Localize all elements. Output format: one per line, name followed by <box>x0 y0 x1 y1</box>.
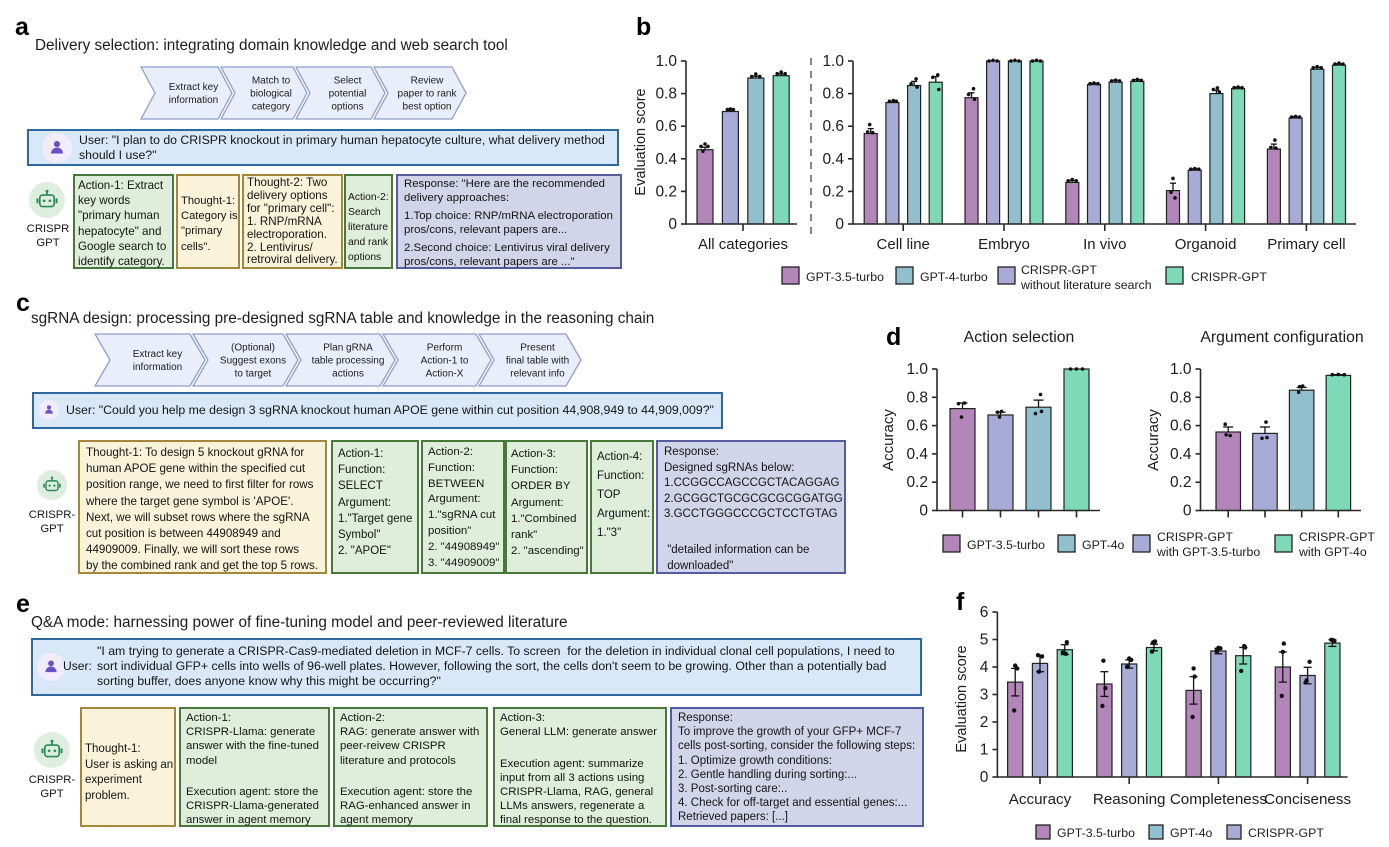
svg-text:1: 1 <box>980 742 989 759</box>
svg-text:with GPT-4o: with GPT-4o <box>1298 545 1367 559</box>
svg-text:2: 2 <box>980 714 989 731</box>
svg-text:In vivo: In vivo <box>1083 236 1126 253</box>
svg-text:paper to rank: paper to rank <box>398 89 458 100</box>
svg-text:0.8: 0.8 <box>655 86 677 103</box>
svg-text:Organoid: Organoid <box>1175 236 1237 253</box>
svg-text:0: 0 <box>919 503 928 520</box>
svg-text:0: 0 <box>835 216 844 233</box>
svg-text:Select: Select <box>334 76 362 87</box>
svg-text:GPT-4o: GPT-4o <box>1082 538 1125 552</box>
svg-text:Plan gRNA: Plan gRNA <box>323 343 373 354</box>
svg-text:6: 6 <box>980 604 989 621</box>
svg-text:information: information <box>133 362 182 373</box>
svg-text:table processing: table processing <box>312 356 385 367</box>
svg-text:best option: best option <box>403 102 452 113</box>
svg-text:0.4: 0.4 <box>655 151 677 168</box>
svg-text:Primary cell: Primary cell <box>1267 236 1345 253</box>
svg-text:Extract key: Extract key <box>133 349 182 360</box>
svg-text:Completeness: Completeness <box>1170 791 1267 808</box>
svg-text:0.8: 0.8 <box>1170 389 1192 406</box>
svg-text:GPT-4-turbo: GPT-4-turbo <box>920 270 988 284</box>
svg-text:1.0: 1.0 <box>655 53 677 70</box>
svg-text:relevant info: relevant info <box>510 369 565 380</box>
svg-text:without literature search: without literature search <box>1020 278 1152 292</box>
svg-text:0.4: 0.4 <box>822 151 844 168</box>
svg-text:0: 0 <box>980 769 989 786</box>
svg-text:to target: to target <box>235 369 272 380</box>
svg-text:CRISPR-GPT: CRISPR-GPT <box>1248 826 1324 840</box>
svg-text:GPT-3.5-turbo: GPT-3.5-turbo <box>967 538 1045 552</box>
svg-text:Present: Present <box>520 343 555 354</box>
svg-text:Accuracy: Accuracy <box>1145 409 1162 471</box>
svg-text:Evaluation score: Evaluation score <box>954 645 970 752</box>
svg-text:0.6: 0.6 <box>655 118 677 135</box>
svg-text:potential: potential <box>329 89 367 100</box>
svg-text:5: 5 <box>980 632 989 649</box>
svg-text:(Optional): (Optional) <box>231 343 275 354</box>
svg-text:Action selection: Action selection <box>964 329 1075 346</box>
svg-text:1.0: 1.0 <box>906 361 928 378</box>
svg-text:0: 0 <box>1183 503 1192 520</box>
svg-text:0: 0 <box>668 216 677 233</box>
svg-text:0.6: 0.6 <box>1170 418 1192 435</box>
svg-text:GPT-4o: GPT-4o <box>1170 826 1213 840</box>
svg-text:Action-1 to: Action-1 to <box>421 356 469 367</box>
svg-text:Match to: Match to <box>252 76 291 87</box>
svg-text:Suggest exons: Suggest exons <box>220 356 286 367</box>
svg-text:Review: Review <box>411 76 445 87</box>
svg-text:Perform: Perform <box>427 343 463 354</box>
svg-text:0.6: 0.6 <box>822 118 844 135</box>
svg-text:GPT-3.5-turbo: GPT-3.5-turbo <box>1057 826 1135 840</box>
svg-text:information: information <box>169 95 218 106</box>
svg-text:Conciseness: Conciseness <box>1264 791 1351 808</box>
svg-text:biological: biological <box>250 89 292 100</box>
svg-text:0.2: 0.2 <box>906 474 928 491</box>
svg-text:category: category <box>252 102 290 113</box>
svg-text:Evaluation score: Evaluation score <box>633 88 649 195</box>
svg-text:0.2: 0.2 <box>1170 474 1192 491</box>
svg-text:Accuracy: Accuracy <box>1009 791 1072 808</box>
svg-text:1.0: 1.0 <box>1170 361 1192 378</box>
svg-text:0.6: 0.6 <box>906 418 928 435</box>
svg-text:4: 4 <box>980 659 989 676</box>
svg-text:All categories: All categories <box>698 236 788 253</box>
svg-text:CRISPR-GPT: CRISPR-GPT <box>1299 530 1375 544</box>
svg-text:CRISPR-GPT: CRISPR-GPT <box>1157 530 1233 544</box>
svg-text:CRISPR-GPT: CRISPR-GPT <box>1021 263 1097 277</box>
svg-text:Reasoning: Reasoning <box>1093 791 1166 808</box>
svg-text:Accuracy: Accuracy <box>880 409 897 471</box>
svg-text:3: 3 <box>980 687 989 704</box>
svg-text:1.0: 1.0 <box>822 53 844 70</box>
svg-text:with GPT-3.5-turbo: with GPT-3.5-turbo <box>1156 545 1260 559</box>
svg-text:Argument configuration: Argument configuration <box>1200 329 1363 346</box>
svg-text:Cell line: Cell line <box>877 236 930 253</box>
svg-text:GPT-3.5-turbo: GPT-3.5-turbo <box>806 270 884 284</box>
svg-text:Action-X: Action-X <box>426 369 464 380</box>
svg-text:Embryo: Embryo <box>978 236 1030 253</box>
svg-text:CRISPR-GPT: CRISPR-GPT <box>1191 270 1267 284</box>
svg-text:options: options <box>331 102 363 113</box>
svg-text:actions: actions <box>332 369 364 380</box>
svg-text:0.8: 0.8 <box>822 86 844 103</box>
svg-text:0.2: 0.2 <box>822 183 844 200</box>
svg-text:0.2: 0.2 <box>655 183 677 200</box>
svg-text:final table with: final table with <box>506 356 569 367</box>
svg-text:Extract key: Extract key <box>169 82 218 93</box>
svg-text:0.8: 0.8 <box>906 389 928 406</box>
svg-text:0.4: 0.4 <box>906 446 928 463</box>
svg-text:0.4: 0.4 <box>1170 446 1192 463</box>
